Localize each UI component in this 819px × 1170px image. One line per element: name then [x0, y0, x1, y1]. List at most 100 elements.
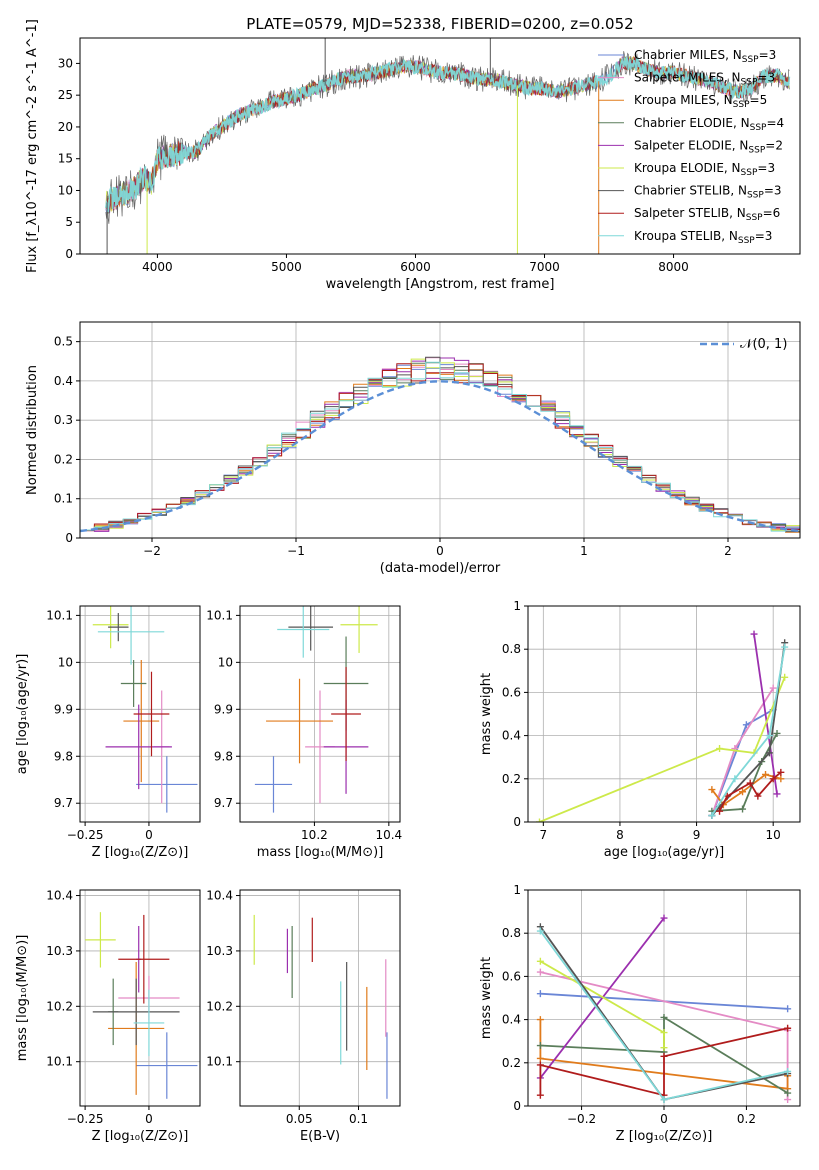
age-vs-mass-panel: 10.2 10.4 9.7 9.8 9.9 10 10.1 mass [log₁₀(M/M⊙)…	[206, 605, 402, 860]
legend-entry-label: Kroupa STELIB, NSSP=3	[634, 229, 772, 246]
x-tick-label: 0	[436, 544, 444, 558]
spectrum-series-line	[105, 55, 791, 213]
weight-marker	[536, 1061, 544, 1069]
errorbar-point	[118, 914, 170, 1004]
weight-series-line	[753, 633, 778, 795]
x-tick-label: 7000	[529, 260, 560, 274]
y-tick-label: 15	[58, 152, 73, 166]
errorbar-point	[331, 667, 361, 761]
axes-frame	[527, 605, 801, 823]
x-axis-label: Z [log₁₀(Z/Z⊙)]	[616, 1129, 713, 1144]
weight-marker	[739, 788, 747, 796]
legend-label-subscript: SSP	[742, 55, 759, 65]
legend-label-tail: =3	[757, 161, 775, 175]
y-tick-label: 0.3	[54, 413, 73, 427]
legend-label-subscript: SSP	[747, 191, 764, 201]
x-tick-label: −0.25	[67, 828, 104, 842]
weight-marker	[769, 684, 777, 692]
residual-histogram	[80, 361, 800, 538]
weight-marker	[777, 775, 785, 783]
weight-marker	[660, 1044, 668, 1052]
x-tick-label: −2	[143, 544, 161, 558]
y-tick-label: 5	[65, 215, 73, 229]
weight-marker	[784, 1024, 792, 1032]
legend-entry-label: Salpeter ELODIE, NSSP=2	[634, 138, 783, 155]
legend-label-main: Chabrier ELODIE, N	[634, 116, 750, 130]
legend-label-main: Kroupa MILES, N	[634, 93, 733, 107]
legend-label-tail: =2	[765, 138, 783, 152]
weight-marker	[773, 790, 781, 798]
legend-label-subscript: SSP	[733, 100, 750, 110]
y-tick-label: 0.6	[502, 969, 521, 983]
legend-label-subscript: SSP	[750, 123, 767, 133]
x-axis-label: Z [log₁₀(Z/Z⊙)]	[92, 845, 189, 860]
errorbar-point	[97, 606, 165, 665]
legend-label-tail: =3	[755, 229, 773, 243]
errorbar-point	[288, 606, 334, 651]
legend-label-main: Kroupa STELIB, N	[634, 229, 738, 243]
x-tick-label: 8000	[658, 260, 689, 274]
weight-marker	[746, 779, 754, 787]
errorbar-point	[133, 989, 165, 1057]
y-tick-label: 1	[513, 883, 521, 897]
x-axis-label: mass [log₁₀(M/M⊙)]	[257, 845, 384, 860]
weight-plot-area	[536, 914, 792, 1104]
x-tick-label: 9	[693, 828, 701, 842]
spectrum-panel: 4000 5000 6000 7000 8000 0 5 10 15 20 25 30 waveleng…	[25, 19, 801, 292]
weight-series-line	[711, 646, 786, 816]
y-tick-label: 9.9	[54, 702, 73, 716]
axes-frame	[239, 889, 401, 1107]
legend-entry-label: Chabrier ELODIE, NSSP=4	[634, 116, 784, 133]
weight-marker	[708, 786, 716, 794]
y-tick-label: 25	[58, 88, 73, 102]
y-tick-label: 0.2	[502, 1056, 521, 1070]
x-axis-label: age [log₁₀(age/yr)]	[604, 845, 725, 860]
errorbar-point	[266, 678, 334, 764]
y-tick-label: 0.5	[54, 335, 73, 349]
x-tick-label: −0.2	[567, 1112, 596, 1126]
weight-marker	[536, 1054, 544, 1062]
errorbar-point	[92, 606, 129, 649]
x-tick-label: 7	[540, 828, 548, 842]
errorbar-point	[123, 660, 160, 783]
mass-vs-metallicity-panel: −0.25 0 10.1 10.2 10.3 10.4 Z [log₁₀(Z/Z⊙)] mas…	[15, 889, 201, 1144]
errorbar-point	[108, 613, 129, 642]
weight-marker	[731, 775, 739, 783]
x-tick-label: 4000	[142, 260, 173, 274]
y-tick-label: 10	[218, 655, 233, 669]
weight-marker	[781, 673, 789, 681]
weight-marker	[762, 770, 770, 778]
y-tick-label: 10.3	[206, 944, 233, 958]
x-tick-label: 10	[766, 828, 781, 842]
y-axis-label: Normed distribution	[25, 365, 40, 495]
y-tick-label: 9.8	[214, 749, 233, 763]
weight-marker	[784, 1067, 792, 1075]
errorbar-plot-area	[253, 914, 388, 1099]
weight-marker	[769, 775, 777, 783]
weight-marker	[781, 643, 789, 651]
weight-marker	[742, 721, 750, 729]
legend-label-subscript: SSP	[746, 213, 763, 223]
weight-marker	[777, 768, 785, 776]
weight-marker	[708, 812, 716, 820]
errorbar-point	[85, 912, 116, 968]
weight-marker	[536, 1091, 544, 1099]
axes-frame	[79, 889, 201, 1107]
y-tick-label: 10	[58, 183, 73, 197]
weight-series-line	[711, 642, 786, 817]
weight-marker	[536, 927, 544, 935]
y-axis-label: Flux [f_λ10^-17 erg cm^-2 s^-1 A^-1]	[25, 19, 40, 273]
y-tick-label: 0.8	[502, 642, 521, 656]
y-tick-label: 10.1	[206, 1055, 233, 1069]
x-tick-label: −0.25	[67, 1112, 104, 1126]
y-axis-label: mass [log₁₀(M/M⊙)]	[15, 935, 30, 1062]
y-tick-label: 10.1	[46, 1055, 73, 1069]
weight-marker	[716, 745, 724, 753]
y-tick-label: 0	[65, 247, 73, 261]
y-tick-label: 9.7	[214, 796, 233, 810]
weight-vs-age-panel: 7 8 9 10 0 0.2 0.4 0.6 0.8 1 age [log₁₀(age/yr)] ma…	[479, 599, 801, 860]
weight-series-line	[539, 917, 665, 1079]
legend-entry-label: Kroupa ELODIE, NSSP=3	[634, 161, 775, 178]
